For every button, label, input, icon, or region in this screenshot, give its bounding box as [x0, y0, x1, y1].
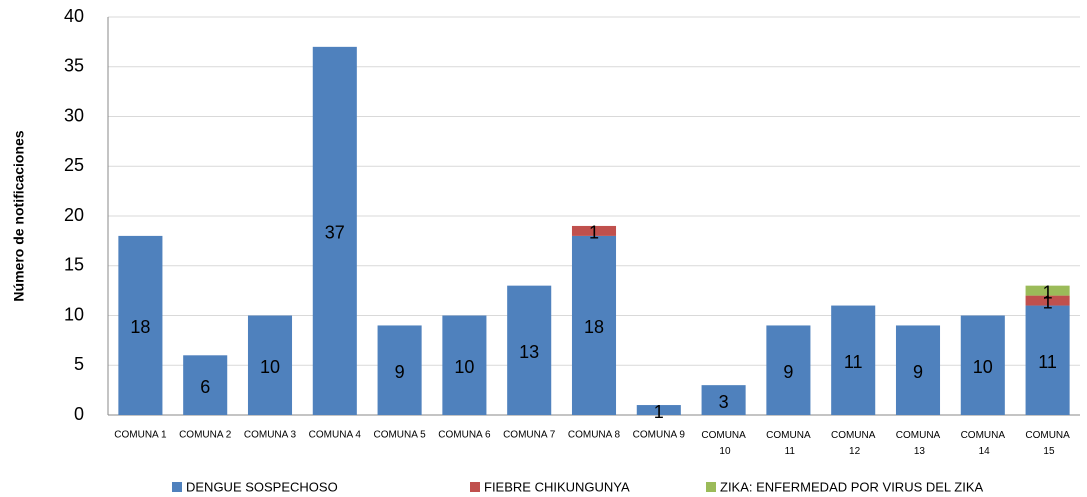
- legend-swatch: [172, 482, 182, 492]
- y-tick-label: 20: [64, 205, 84, 225]
- x-tick-label: COMUNA 5: [373, 430, 426, 441]
- data-label: 10: [260, 357, 280, 377]
- legend-label: FIEBRE CHIKUNGUNYA: [484, 479, 630, 494]
- data-label: 6: [200, 377, 210, 397]
- bar-segment: [118, 235, 163, 415]
- bar-segment: [571, 225, 617, 236]
- x-tick-label: COMUNA 9: [633, 430, 686, 441]
- data-label: 1: [1043, 292, 1053, 312]
- x-tick-label: COMUNA 3: [244, 430, 297, 441]
- y-tick-label: 25: [64, 155, 84, 175]
- data-label: 18: [584, 317, 604, 337]
- data-label: 1: [1043, 282, 1053, 302]
- bar-segment: [442, 315, 487, 415]
- data-label: 9: [395, 362, 405, 382]
- x-tick-label: COMUNA 11: [766, 430, 811, 457]
- x-tick-label: COMUNA 12: [831, 430, 876, 457]
- x-tick-label: COMUNA 14: [961, 430, 1006, 457]
- x-tick-label: COMUNA 15: [1025, 430, 1070, 457]
- x-tick-label: COMUNA 2: [179, 430, 232, 441]
- x-tick-label: COMUNA 4: [309, 430, 362, 441]
- data-label: 1: [654, 402, 664, 422]
- data-label: 10: [973, 357, 993, 377]
- data-label: 37: [325, 223, 345, 243]
- bar-segment: [571, 235, 617, 415]
- data-label: 3: [719, 392, 729, 412]
- y-tick-label: 30: [64, 105, 84, 125]
- y-tick-label: 10: [64, 304, 84, 324]
- x-tick-label: COMUNA 7: [503, 430, 556, 441]
- bar-segment: [895, 325, 941, 415]
- data-label: 9: [913, 362, 923, 382]
- x-tick-label: COMUNA 10: [701, 430, 746, 457]
- x-tick-label: COMUNA 6: [438, 430, 491, 441]
- bar-segment: [1025, 285, 1070, 296]
- data-label: 10: [454, 357, 474, 377]
- bar-segment: [701, 385, 746, 415]
- bar-segment: [636, 405, 681, 415]
- legend-swatch: [470, 482, 480, 492]
- x-tick-label: COMUNA 8: [568, 430, 621, 441]
- x-tick-label: COMUNA 1: [114, 430, 167, 441]
- bar-segment: [507, 285, 552, 415]
- bar-segment: [1025, 295, 1070, 306]
- bar-segment: [831, 305, 876, 415]
- bar-segment: [183, 355, 228, 415]
- y-axis-label: Número de notificaciones: [11, 130, 27, 301]
- data-label: 11: [844, 352, 863, 372]
- bar-segment: [960, 315, 1005, 415]
- y-tick-label: 0: [74, 404, 84, 424]
- bar-segment: [1025, 305, 1070, 415]
- data-label: 9: [783, 362, 793, 382]
- y-tick-label: 15: [64, 255, 84, 275]
- y-tick-label: 35: [64, 56, 84, 76]
- bar-segment: [766, 325, 811, 415]
- bar-segment: [312, 46, 357, 415]
- data-label: 11: [1038, 352, 1057, 372]
- data-label: 13: [519, 342, 539, 362]
- legend-swatch: [706, 482, 716, 492]
- legend-label: ZIKA: ENFERMEDAD POR VIRUS DEL ZIKA: [720, 479, 984, 494]
- x-tick-label: COMUNA 13: [896, 430, 941, 457]
- legend-label: DENGUE SOSPECHOSO: [186, 479, 338, 494]
- data-label: 18: [130, 317, 150, 337]
- data-label: 1: [589, 223, 599, 243]
- y-tick-label: 5: [74, 354, 84, 374]
- y-tick-label: 40: [64, 6, 84, 26]
- bar-segment: [247, 315, 293, 415]
- bar-segment: [377, 325, 422, 415]
